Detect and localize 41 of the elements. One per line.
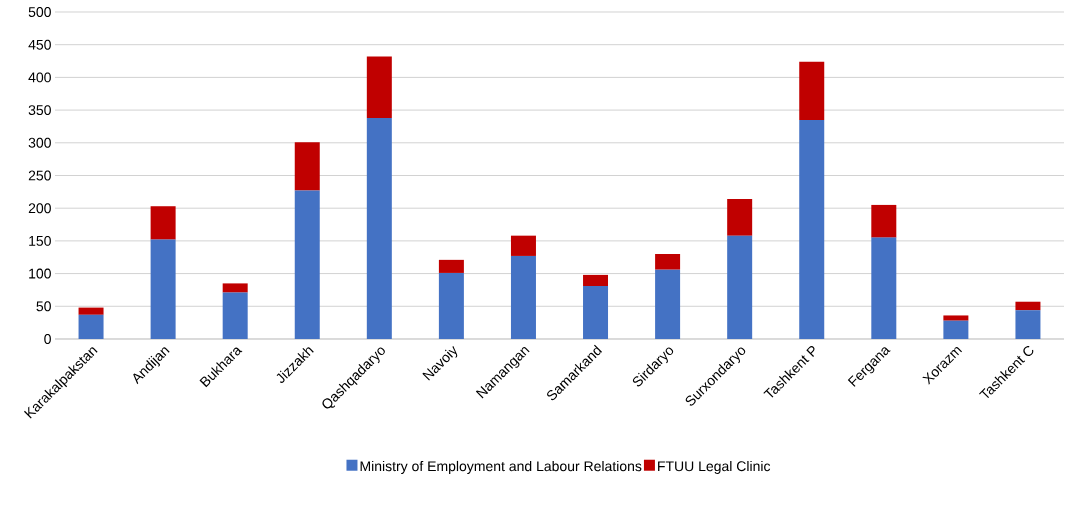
- bar: [1015, 310, 1041, 339]
- bar: [366, 56, 392, 118]
- bar: [583, 274, 609, 287]
- bar: [510, 255, 536, 339]
- y-tick-label: 300: [28, 137, 51, 148]
- bar: [438, 259, 464, 273]
- y-tick-label: 100: [29, 268, 51, 279]
- bar: [222, 283, 248, 293]
- y-tick-label: 350: [28, 105, 51, 116]
- bar: [1015, 301, 1041, 311]
- bar: [871, 237, 897, 339]
- y-tick-label: 150: [29, 235, 51, 246]
- bar: [727, 199, 753, 236]
- y-tick-label: 400: [28, 72, 51, 83]
- y-tick-label: 450: [28, 39, 51, 50]
- bar: [294, 142, 320, 191]
- bar: [799, 119, 825, 339]
- bar: [655, 269, 681, 339]
- y-tick-label: 500: [28, 7, 51, 17]
- bar: [510, 235, 536, 256]
- bar: [943, 320, 969, 339]
- legend-label: FTUU Legal Clinic: [658, 460, 771, 474]
- bar: [655, 253, 681, 270]
- bar: [78, 307, 104, 315]
- y-tick-label: 50: [36, 301, 51, 312]
- bar: [150, 206, 176, 240]
- y-tick-label: 200: [28, 203, 51, 214]
- bar: [222, 292, 248, 339]
- bar: [943, 315, 969, 321]
- bar: [871, 204, 897, 238]
- bar: [727, 235, 753, 339]
- bar: [78, 314, 104, 339]
- bar: [583, 286, 609, 339]
- bar: [438, 272, 464, 339]
- bar: [150, 239, 176, 339]
- y-tick-label: 0: [44, 334, 51, 344]
- y-tick-label: 250: [28, 170, 51, 181]
- legend-label: Ministry of Employment and Labour Relations: [360, 460, 642, 474]
- bar: [799, 61, 825, 120]
- bar: [294, 190, 320, 339]
- bar: [366, 117, 392, 339]
